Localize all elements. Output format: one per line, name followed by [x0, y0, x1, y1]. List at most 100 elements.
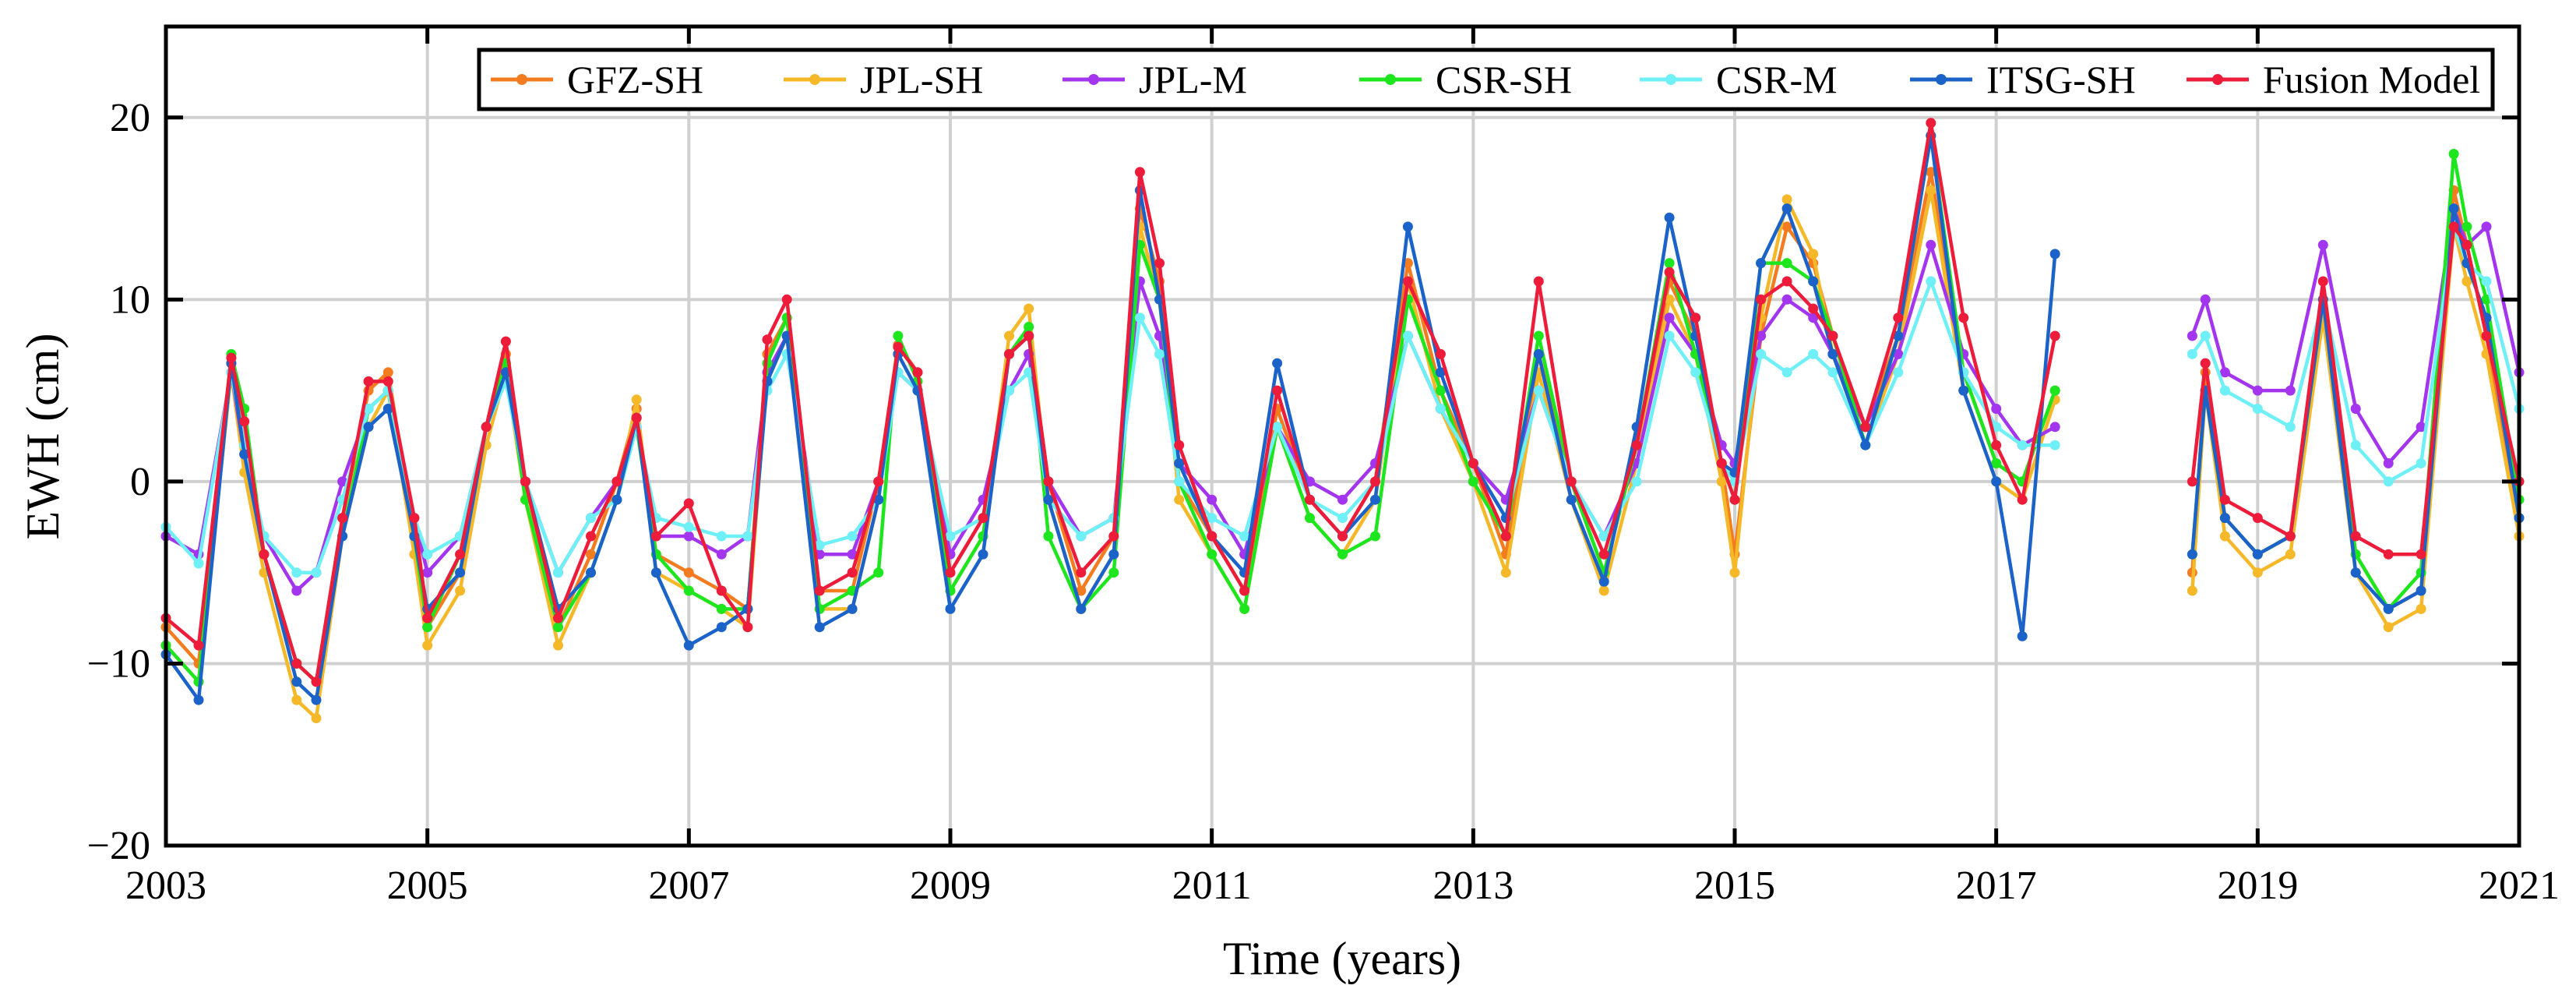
data-point	[1598, 531, 1609, 542]
data-point	[683, 567, 694, 578]
data-point	[1174, 440, 1185, 450]
data-point	[1272, 358, 1283, 369]
data-point	[847, 531, 858, 542]
data-point	[1664, 258, 1675, 269]
data-point	[553, 567, 563, 578]
data-point	[1991, 458, 2002, 468]
data-point	[1004, 330, 1014, 341]
data-point	[1207, 531, 1218, 542]
data-point	[1500, 531, 1511, 542]
legend-marker	[1385, 74, 1396, 85]
legend-label: GFZ-SH	[567, 58, 703, 101]
data-point	[239, 416, 250, 427]
data-point	[311, 567, 322, 578]
data-point	[1402, 221, 1413, 232]
data-point	[2017, 630, 2028, 641]
data-point	[2461, 276, 2472, 287]
data-point	[2317, 276, 2328, 287]
data-point	[1827, 367, 1838, 378]
data-point	[1108, 531, 1119, 542]
data-point	[1108, 567, 1119, 578]
data-point	[586, 531, 596, 542]
data-point	[1435, 367, 1446, 378]
data-point	[2187, 330, 2197, 341]
data-point	[716, 603, 727, 614]
data-point	[912, 367, 923, 378]
data-point	[2285, 549, 2296, 560]
data-point	[2416, 549, 2426, 560]
y-axis-title: EWH (cm)	[17, 334, 69, 540]
legend-label: JPL-SH	[860, 58, 983, 101]
data-point	[2252, 513, 2263, 524]
data-point	[481, 422, 492, 433]
data-point	[291, 676, 302, 687]
data-point	[2350, 531, 2361, 542]
data-point	[2481, 276, 2492, 287]
data-point	[1690, 367, 1701, 378]
data-point	[1781, 194, 1792, 205]
x-tick-label: 2017	[1956, 863, 2037, 908]
data-point	[2252, 385, 2263, 396]
x-tick-label: 2015	[1694, 863, 1775, 908]
data-point	[1598, 585, 1609, 596]
data-point	[291, 585, 302, 596]
data-point	[455, 567, 466, 578]
data-point	[1756, 258, 1767, 269]
data-point	[422, 613, 433, 623]
data-point	[1991, 476, 2002, 487]
data-point	[311, 694, 322, 705]
data-point	[2383, 458, 2394, 468]
data-point	[2350, 404, 2361, 414]
data-point	[259, 549, 270, 560]
data-point	[683, 521, 694, 532]
data-point	[1239, 531, 1250, 542]
data-point	[2049, 422, 2060, 433]
data-point	[716, 585, 727, 596]
data-point	[1043, 476, 1054, 487]
data-point	[2461, 221, 2472, 232]
data-point	[945, 567, 956, 578]
legend-label: ITSG-SH	[1986, 58, 2136, 101]
y-tick-label: 0	[130, 460, 150, 504]
data-point	[226, 352, 237, 363]
data-point	[1631, 440, 1642, 450]
data-point	[1729, 567, 1740, 578]
legend-marker	[1088, 74, 1099, 85]
data-point	[2383, 622, 2394, 633]
data-point	[2416, 603, 2426, 614]
data-point	[1860, 422, 1871, 433]
data-point	[2219, 494, 2230, 505]
data-point	[650, 567, 661, 578]
legend-entry: GFZ-SH	[491, 58, 703, 101]
data-point	[1729, 494, 1740, 505]
data-point	[2200, 330, 2211, 341]
data-point	[2448, 149, 2459, 159]
data-point	[1631, 476, 1642, 487]
data-point	[1402, 276, 1413, 287]
data-point	[1781, 203, 1792, 214]
data-point	[2252, 567, 2263, 578]
data-point	[500, 336, 511, 347]
data-point	[1239, 603, 1250, 614]
data-point	[1337, 513, 1348, 524]
data-point	[814, 622, 825, 633]
data-point	[978, 513, 988, 524]
legend-entry: ITSG-SH	[1910, 58, 2136, 101]
axis-ticks: 2003 2005 2007 2009 2011 2013 2015 2017 2019 2021…	[87, 26, 2560, 908]
data-point	[1435, 404, 1446, 414]
data-point	[586, 513, 596, 524]
data-point	[1533, 348, 1544, 359]
data-point	[2416, 422, 2426, 433]
data-point	[1781, 258, 1792, 269]
data-point	[1402, 330, 1413, 341]
data-point	[2187, 476, 2197, 487]
data-point	[847, 567, 858, 578]
data-point	[422, 640, 433, 651]
data-point	[2187, 549, 2197, 560]
data-point	[311, 676, 322, 687]
data-point	[1043, 494, 1054, 505]
data-point	[193, 694, 204, 705]
data-point	[2285, 531, 2296, 542]
data-point	[873, 567, 884, 578]
data-point	[422, 622, 433, 633]
